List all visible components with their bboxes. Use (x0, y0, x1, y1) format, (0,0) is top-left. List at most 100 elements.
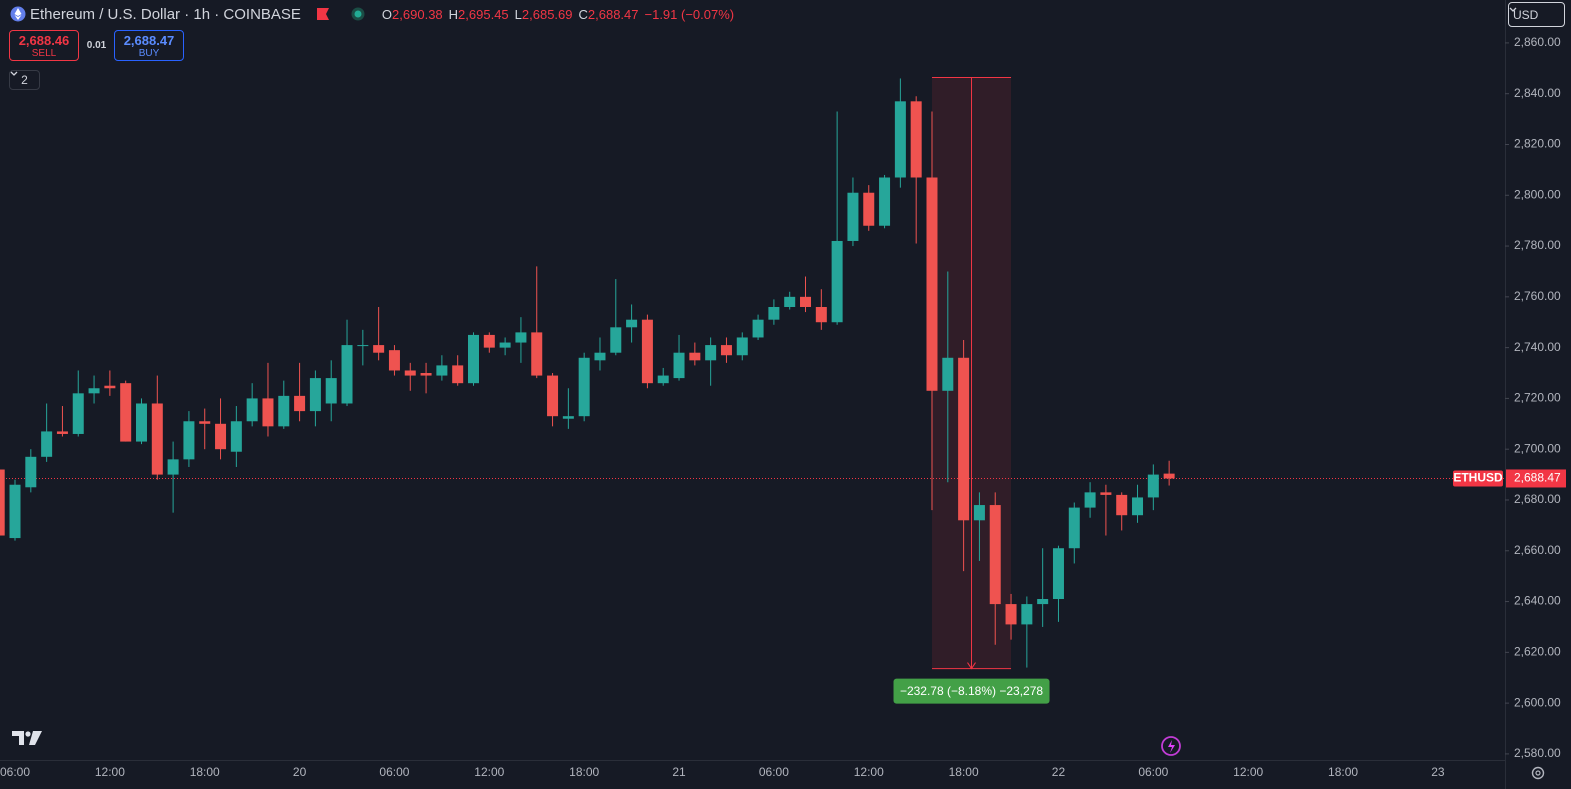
candle-body (610, 327, 622, 353)
candle-body (910, 101, 922, 178)
ohlc-key: C (578, 6, 588, 22)
ohlc-key: H (448, 6, 459, 22)
candle-body (262, 398, 274, 427)
sell-button[interactable]: 2,688.46 SELL (9, 30, 79, 61)
y-tick-label: 2,600.00 (1514, 695, 1561, 709)
measure-arrowhead (967, 662, 976, 670)
y-tick-label: 2,660.00 (1514, 543, 1561, 557)
candle-body (720, 345, 732, 356)
candle-body (705, 345, 717, 361)
measure-label-bg (893, 678, 1050, 704)
last-price-tag: 2,688.47 (1514, 471, 1561, 485)
candle-body (942, 357, 954, 391)
candle-body (404, 370, 416, 376)
candle-body (973, 505, 985, 521)
candle-body (388, 350, 400, 371)
ohlc-key: O (381, 6, 393, 22)
last-price-tag-bg (1506, 469, 1566, 488)
candle-body (72, 393, 84, 434)
candle-body (56, 431, 68, 434)
y-tick-label: 2,680.00 (1514, 492, 1561, 506)
buy-button[interactable]: 2,688.47 BUY (114, 30, 184, 61)
x-tick-label: 06:00 (1138, 765, 1168, 779)
candle-body (357, 345, 369, 347)
candle-body (1163, 473, 1175, 479)
x-tick-label: 12:00 (1233, 765, 1263, 779)
symbol-title: Ethereum / U.S. Dollar · 1h · COINBASE (30, 5, 301, 23)
candle-body (863, 192, 875, 226)
candle-body (167, 459, 179, 475)
x-tick-label: 18:00 (949, 765, 979, 779)
candle-body (689, 352, 701, 361)
candle-body (879, 177, 891, 226)
buy-price: 2,688.47 (123, 33, 175, 48)
candle-body (578, 357, 590, 417)
ohlc-legend: O2,690.38 H2,695.45 L2,685.69 C2,688.47 −1.9… (376, 7, 734, 22)
candle-body (246, 398, 258, 422)
candle-body (436, 365, 448, 376)
candle-body (1021, 604, 1033, 625)
candle-body (120, 383, 132, 442)
candle-body (657, 375, 669, 384)
candle-body (800, 296, 812, 307)
y-tick-label: 2,780.00 (1514, 238, 1561, 252)
candle-body (1132, 497, 1144, 516)
y-tick-label: 2,640.00 (1514, 594, 1561, 608)
x-tick-label: 22 (1052, 765, 1066, 779)
ohlc-value: 2,688.47 (587, 6, 639, 22)
candle-body (1052, 548, 1064, 600)
candle-body (151, 403, 163, 475)
x-tick-label: 06:00 (0, 765, 30, 779)
candle-body (989, 505, 1001, 605)
candle-body (1084, 492, 1096, 508)
candle-body (325, 378, 337, 404)
y-tick-label: 2,620.00 (1514, 645, 1561, 659)
candle-body (499, 342, 511, 348)
candle-body (88, 388, 100, 394)
x-tick-label: 06:00 (759, 765, 789, 779)
symbol-header: Ethereum / U.S. Dollar · 1h · COINBASE O… (8, 4, 734, 24)
ohlc-value: 2,695.45 (458, 6, 509, 22)
currency: USD (1513, 8, 1539, 22)
candle-body (752, 319, 764, 338)
candle-body (673, 352, 685, 379)
candle-body (831, 240, 843, 323)
spread: 0.01 (86, 40, 107, 51)
currency-select[interactable]: USD (1508, 2, 1565, 27)
candle-body (1116, 494, 1128, 516)
candle-body (1037, 599, 1049, 605)
candle-body (641, 319, 653, 384)
candle-body (420, 373, 432, 376)
candle-body (958, 357, 970, 521)
candle-body (768, 306, 780, 320)
sell-price: 2,688.46 (18, 33, 70, 48)
eth-icon (10, 6, 26, 22)
sell-label: SELL (31, 48, 57, 59)
candle-body (847, 192, 859, 241)
y-tick-label: 2,840.00 (1514, 86, 1561, 100)
x-tick-label: 18:00 (190, 765, 220, 779)
x-tick-label: 12:00 (854, 765, 884, 779)
y-tick-label: 2,820.00 (1514, 137, 1561, 151)
candle-body (104, 385, 116, 389)
candle-body (452, 365, 464, 384)
candle-body (135, 403, 147, 442)
symbol-tag: ETHUSD (1453, 471, 1503, 485)
x-tick-label: 18:00 (1328, 765, 1358, 779)
candle-body (0, 469, 5, 536)
buy-label: BUY (138, 48, 160, 59)
symbol-tag-bg (1453, 470, 1503, 487)
ohlc-value: 2,690.38 (392, 6, 443, 22)
candle-body (25, 456, 37, 488)
measure-label: −232.78 (−8.18%) −23,278 (900, 684, 1043, 698)
chevron (1509, 7, 1517, 12)
candle-body (294, 395, 306, 412)
ohlc-key: L (514, 6, 522, 22)
candle-body (468, 334, 479, 384)
candle-body (341, 345, 353, 404)
indicators-toggle[interactable]: 2 (9, 70, 40, 90)
x-tick-label: 23 (1431, 765, 1445, 779)
